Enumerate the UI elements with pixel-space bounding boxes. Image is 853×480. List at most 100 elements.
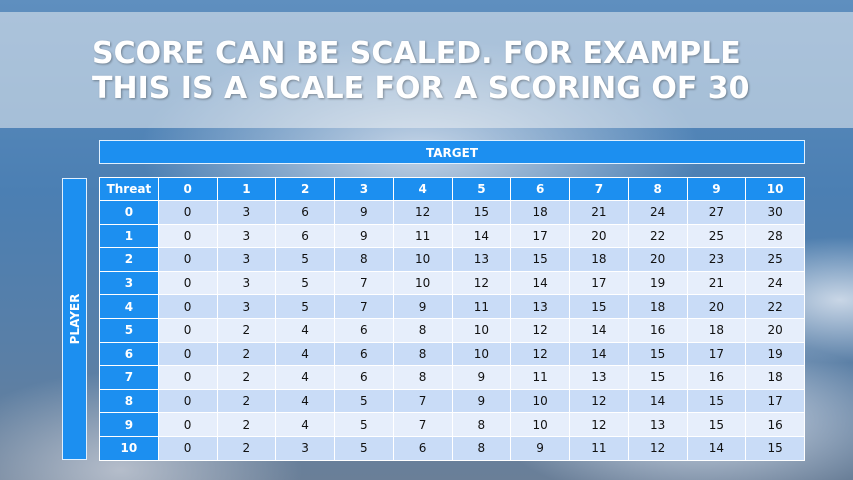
score-cell: 17 (569, 270, 629, 296)
score-cell: 8 (451, 412, 512, 437)
score-cell: 5 (334, 412, 394, 437)
score-cell: 15 (569, 294, 629, 319)
score-cell: 20 (745, 317, 805, 343)
score-cell: 15 (627, 365, 688, 390)
score-cell: 22 (745, 294, 805, 319)
table-row: 3 0 3 5 7 10 12 14 17 19 21 24 (99, 270, 805, 296)
score-cell: 18 (569, 247, 629, 272)
score-cell: 8 (392, 365, 453, 390)
score-cell: 7 (334, 294, 394, 319)
score-cell: 15 (510, 247, 570, 272)
header-row: Threat 0 1 2 3 4 5 6 7 8 9 10 (99, 177, 805, 201)
target-header: TARGET (99, 140, 805, 164)
score-cell: 15 (686, 388, 747, 414)
score-cell: 14 (510, 270, 570, 296)
score-cell: 13 (451, 247, 512, 272)
column-header: 5 (451, 177, 512, 201)
score-cell: 10 (451, 317, 512, 343)
column-header: 3 (334, 177, 394, 201)
score-cell: 15 (627, 341, 688, 367)
row-header: 1 (99, 223, 159, 249)
title-band (0, 12, 853, 128)
score-cell: 11 (392, 223, 453, 249)
score-cell: 17 (510, 223, 570, 249)
column-header: 7 (569, 177, 629, 201)
score-cell: 2 (216, 388, 277, 414)
row-header: 3 (99, 270, 159, 296)
score-cell: 25 (686, 223, 747, 249)
column-header: 9 (686, 177, 747, 201)
score-table: Threat 0 1 2 3 4 5 6 7 8 9 10 0 0 3 6 9 12 15 18 21 24 27 30 1… (99, 177, 805, 461)
score-cell: 0 (157, 317, 218, 343)
score-cell: 14 (627, 388, 688, 414)
score-cell: 3 (216, 247, 277, 272)
table-row: 5 0 2 4 6 8 10 12 14 16 18 20 (99, 317, 805, 343)
score-cell: 8 (451, 435, 512, 461)
score-cell: 6 (275, 223, 335, 249)
score-cell: 6 (334, 365, 394, 390)
table-row: 7 0 2 4 6 8 9 11 13 15 16 18 (99, 365, 805, 390)
title-line-2: THIS IS A SCALE FOR A SCORING OF 30 (92, 71, 750, 106)
score-cell: 0 (157, 247, 218, 272)
column-header: 4 (392, 177, 453, 201)
table-row: 0 0 3 6 9 12 15 18 21 24 27 30 (99, 200, 805, 225)
table-row: 10 0 2 3 5 6 8 9 11 12 14 15 (99, 435, 805, 461)
score-cell: 12 (510, 341, 570, 367)
score-cell: 24 (627, 200, 688, 225)
score-cell: 6 (392, 435, 453, 461)
score-cell: 5 (334, 435, 394, 461)
score-cell: 10 (392, 247, 453, 272)
score-cell: 10 (510, 388, 570, 414)
score-cell: 0 (157, 200, 218, 225)
table-row: 4 0 3 5 7 9 11 13 15 18 20 22 (99, 294, 805, 319)
score-cell: 9 (451, 388, 512, 414)
score-cell: 5 (275, 247, 335, 272)
column-header: 6 (510, 177, 570, 201)
table-row: 9 0 2 4 5 7 8 10 12 13 15 16 (99, 412, 805, 437)
table-row: 6 0 2 4 6 8 10 12 14 15 17 19 (99, 341, 805, 367)
score-cell: 2 (216, 341, 277, 367)
score-cell: 10 (510, 412, 570, 437)
score-cell: 8 (392, 317, 453, 343)
score-cell: 17 (686, 341, 747, 367)
score-cell: 16 (686, 365, 747, 390)
score-cell: 12 (451, 270, 512, 296)
score-cell: 0 (157, 435, 218, 461)
score-cell: 2 (216, 435, 277, 461)
score-cell: 18 (627, 294, 688, 319)
score-cell: 2 (216, 317, 277, 343)
row-header: 9 (99, 412, 159, 437)
score-cell: 0 (157, 294, 218, 319)
score-cell: 0 (157, 388, 218, 414)
score-cell: 3 (275, 435, 335, 461)
score-cell: 7 (392, 388, 453, 414)
score-cell: 30 (745, 200, 805, 225)
score-cell: 0 (157, 412, 218, 437)
score-cell: 7 (334, 270, 394, 296)
score-cell: 8 (334, 247, 394, 272)
score-cell: 12 (569, 412, 629, 437)
table-row: 2 0 3 5 8 10 13 15 18 20 23 25 (99, 247, 805, 272)
score-cell: 14 (569, 341, 629, 367)
score-cell: 0 (157, 223, 218, 249)
score-cell: 14 (451, 223, 512, 249)
score-cell: 22 (627, 223, 688, 249)
score-cell: 19 (745, 341, 805, 367)
score-cell: 14 (686, 435, 747, 461)
score-cell: 6 (275, 200, 335, 225)
score-cell: 15 (451, 200, 512, 225)
score-cell: 18 (745, 365, 805, 390)
slide-title: SCORE CAN BE SCALED. FOR EXAMPLE THIS IS… (92, 36, 750, 106)
player-label: PLAYER (67, 293, 82, 345)
score-cell: 12 (510, 317, 570, 343)
score-cell: 4 (275, 365, 335, 390)
column-header: 1 (216, 177, 277, 201)
score-cell: 10 (392, 270, 453, 296)
score-cell: 21 (569, 200, 629, 225)
score-cell: 13 (627, 412, 688, 437)
score-cell: 4 (275, 412, 335, 437)
score-cell: 7 (392, 412, 453, 437)
score-cell: 0 (157, 341, 218, 367)
score-cell: 6 (334, 341, 394, 367)
score-cell: 21 (686, 270, 747, 296)
